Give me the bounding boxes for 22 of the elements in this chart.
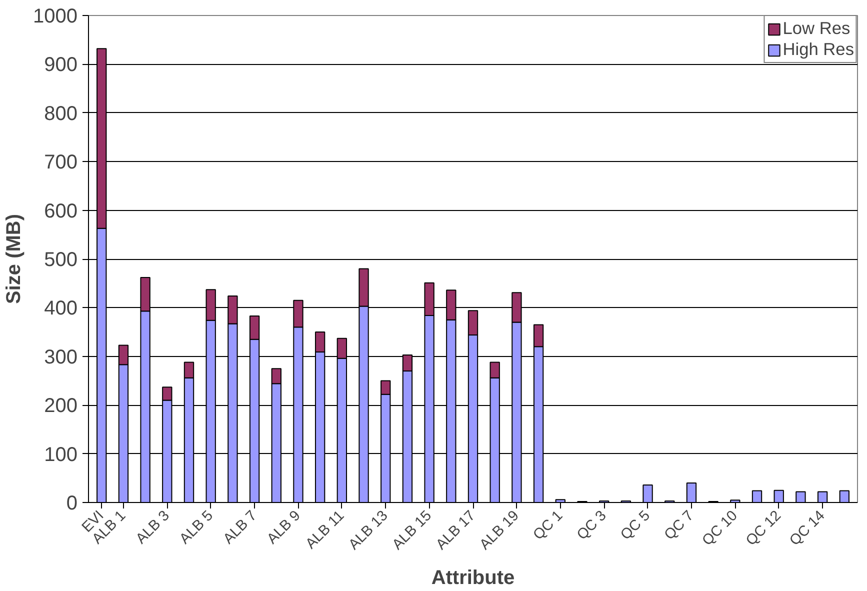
y-tick-label: 0 (66, 492, 78, 514)
y-tick-label: 800 (44, 102, 78, 125)
y-tick-label: 600 (44, 200, 78, 222)
x-tick-label: QC 3 (574, 508, 610, 544)
y-tick-label: 100 (44, 444, 78, 466)
y-tick-label: 200 (44, 395, 78, 418)
y-tick-label: 400 (44, 298, 78, 320)
y-tick-label: 500 (44, 249, 78, 271)
y-axis-title: Size (MB) (3, 214, 26, 304)
y-tick-label: 1000 (33, 6, 78, 28)
x-tick-label: QC 1 (530, 508, 566, 544)
legend-label: High Res (782, 39, 854, 60)
legend-label: Low Res (782, 18, 850, 39)
x-tick-label: QC 10 (700, 508, 741, 550)
x-tick-label: QC 12 (743, 508, 785, 550)
x-tick-label: QC 7 (662, 508, 698, 544)
y-tick-label: 300 (44, 346, 78, 368)
x-axis-title: Attribute (431, 566, 515, 589)
y-tick-label: 900 (44, 54, 78, 76)
x-tick-label: QC 5 (618, 508, 654, 544)
y-tick-label: 700 (44, 152, 78, 174)
x-tick-label: QC 14 (786, 508, 828, 550)
